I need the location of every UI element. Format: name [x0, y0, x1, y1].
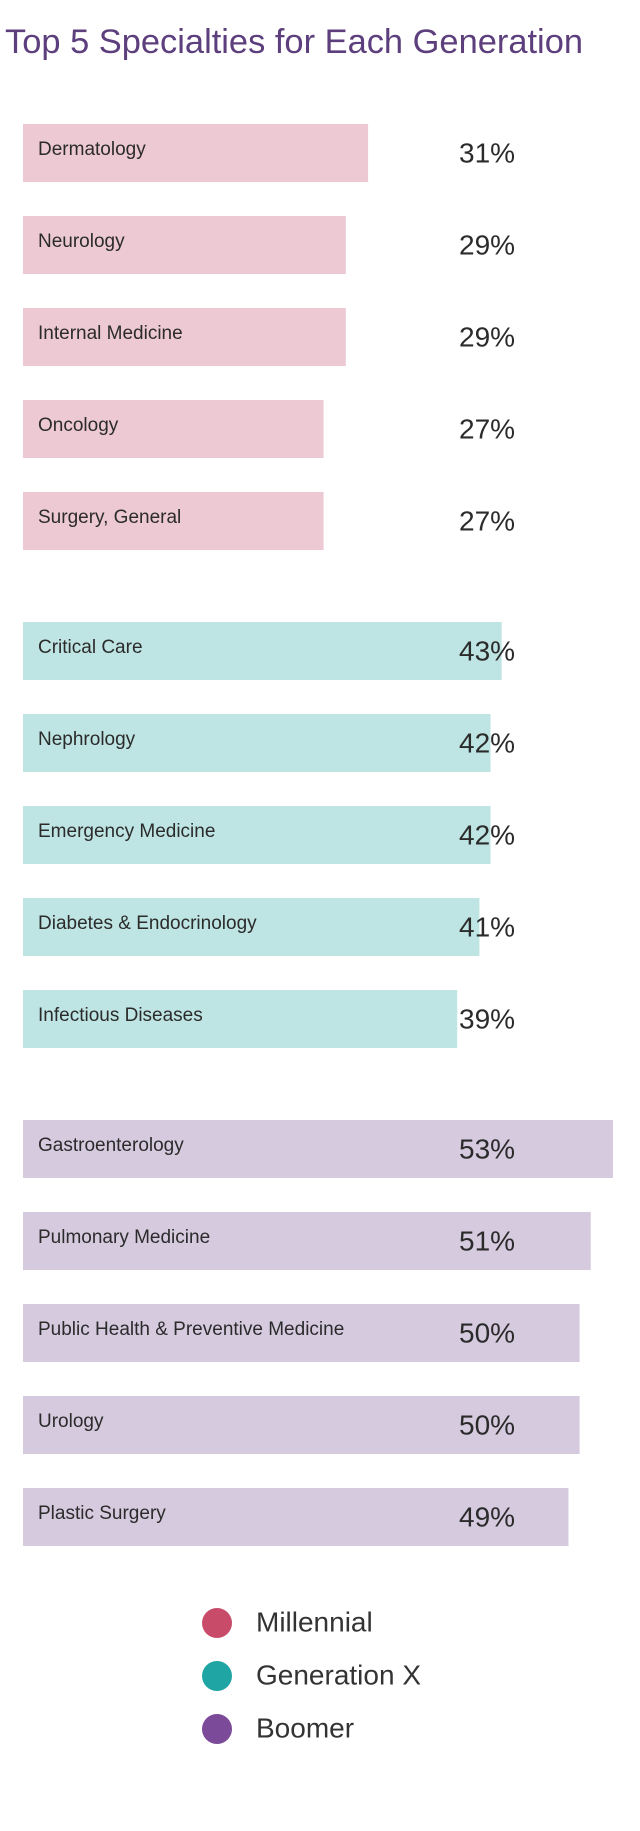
bar [23, 990, 458, 1048]
value-label: 43% [459, 635, 515, 666]
category-label: Public Health & Preventive Medicine [38, 1319, 344, 1340]
bar [23, 216, 346, 274]
value-label: 27% [459, 505, 515, 536]
category-label: Pulmonary Medicine [38, 1227, 210, 1248]
value-label: 29% [459, 321, 515, 352]
legend-marker [202, 1608, 232, 1638]
value-label: 29% [459, 229, 515, 260]
chart-title: Top 5 Specialties for Each Generation [5, 23, 583, 61]
bar [23, 1304, 580, 1362]
bar [23, 1212, 591, 1270]
legend-label: Generation X [256, 1659, 421, 1690]
category-label: Gastroenterology [38, 1135, 184, 1156]
category-label: Critical Care [38, 637, 143, 658]
bar [23, 124, 369, 182]
bar [23, 308, 346, 366]
value-label: 42% [459, 819, 515, 850]
bar [23, 492, 324, 550]
category-label: Dermatology [38, 139, 146, 160]
legend-marker [202, 1714, 232, 1744]
legend-label: Boomer [256, 1712, 354, 1743]
category-label: Plastic Surgery [38, 1503, 166, 1524]
value-label: 41% [459, 911, 515, 942]
category-label: Infectious Diseases [38, 1005, 203, 1026]
bar [23, 400, 324, 458]
category-label: Surgery, General [38, 507, 181, 528]
category-label: Internal Medicine [38, 323, 183, 344]
bar [23, 1120, 613, 1178]
bar [23, 714, 491, 772]
category-label: Oncology [38, 415, 119, 436]
bar [23, 1488, 569, 1546]
value-label: 39% [459, 1003, 515, 1034]
category-label: Neurology [38, 231, 125, 252]
value-label: 27% [459, 413, 515, 444]
legend-label: Millennial [256, 1606, 373, 1637]
bar [23, 622, 502, 680]
value-label: 31% [459, 137, 515, 168]
category-label: Nephrology [38, 729, 136, 750]
value-label: 53% [459, 1133, 515, 1164]
value-label: 42% [459, 727, 515, 758]
bar [23, 806, 491, 864]
value-label: 50% [459, 1409, 515, 1440]
value-label: 51% [459, 1225, 515, 1256]
category-label: Diabetes & Endocrinology [38, 913, 257, 934]
legend-marker [202, 1661, 232, 1691]
bar [23, 898, 480, 956]
category-label: Emergency Medicine [38, 821, 215, 842]
value-label: 49% [459, 1501, 515, 1532]
value-label: 50% [459, 1317, 515, 1348]
category-label: Urology [38, 1411, 104, 1432]
bar [23, 1396, 580, 1454]
